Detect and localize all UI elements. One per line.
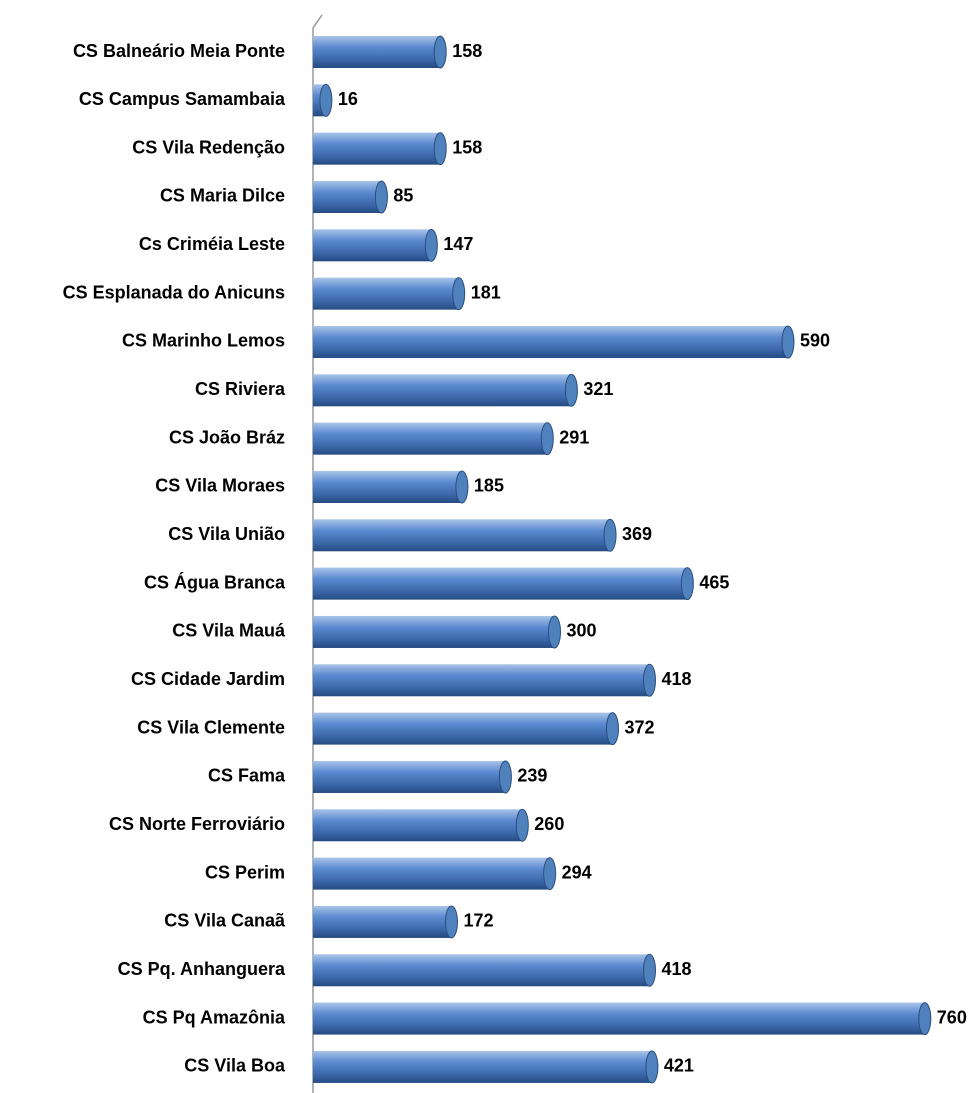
bar — [313, 760, 506, 793]
value-label: 418 — [661, 959, 691, 979]
bar — [313, 664, 650, 697]
value-label: 321 — [583, 379, 613, 399]
y-tick-label: CS Vila Moraes — [155, 476, 285, 496]
y-tick-label: CS Pq Amazônia — [143, 1007, 286, 1027]
bar-cap — [605, 712, 619, 746]
value-label: 239 — [517, 766, 547, 786]
value-label: 158 — [452, 137, 482, 157]
bar — [313, 615, 555, 648]
bar — [313, 1002, 925, 1035]
bar-cap — [642, 953, 656, 987]
y-tick-label: CS Água Branca — [144, 571, 286, 592]
bar-cap — [455, 470, 469, 504]
bar — [313, 132, 441, 165]
bar — [313, 180, 382, 213]
y-tick-label: CS Vila Mauá — [172, 621, 286, 641]
value-label: 369 — [622, 524, 652, 544]
value-label: 421 — [664, 1056, 694, 1076]
bar-cap — [564, 373, 578, 407]
y-tick-label: CS João Bráz — [169, 427, 285, 447]
y-tick-label: CS Vila Clemente — [137, 717, 285, 737]
y-tick-label: CS Maria Dilce — [160, 186, 285, 206]
bar — [313, 277, 459, 310]
value-label: 294 — [562, 862, 592, 882]
bar — [313, 905, 452, 938]
value-label: 85 — [393, 186, 413, 206]
bar — [313, 325, 788, 358]
bar — [313, 1050, 652, 1083]
y-tick-label: CS Vila Boa — [184, 1056, 286, 1076]
bar — [313, 954, 650, 987]
bar-cap — [680, 567, 694, 601]
value-label: 147 — [443, 234, 473, 254]
bar — [313, 36, 441, 68]
bar — [313, 857, 550, 890]
value-label: 465 — [699, 572, 729, 592]
y-tick-label: Cs Criméia Leste — [139, 234, 285, 254]
bar-cap — [444, 905, 458, 939]
bar-cap — [498, 760, 512, 794]
value-label: 372 — [624, 717, 654, 737]
value-label: 181 — [471, 282, 501, 302]
bar-cap — [515, 808, 529, 842]
bar-cap — [918, 1002, 932, 1036]
y-tick-label: CS Norte Ferroviário — [109, 814, 285, 834]
bar-cap — [603, 518, 617, 552]
value-label: 300 — [567, 621, 597, 641]
y-tick-label: CS Balneário Meia Ponte — [73, 41, 285, 61]
value-label: 291 — [559, 427, 589, 447]
bar — [313, 470, 462, 503]
y-tick-label: CS Riviera — [195, 379, 286, 399]
bar-cap — [433, 35, 447, 69]
value-label: 760 — [937, 1007, 967, 1027]
value-label: 158 — [452, 41, 482, 61]
bar-cap — [433, 132, 447, 166]
bar — [313, 712, 613, 745]
bar-cap — [374, 180, 388, 214]
bar-cap — [642, 663, 656, 697]
value-label: 16 — [338, 89, 358, 109]
y-tick-label: CS Campus Samambaia — [79, 89, 286, 109]
bar-cap — [548, 615, 561, 649]
y-tick-label: CS Vila Redenção — [132, 137, 285, 157]
bar-cap — [781, 325, 795, 359]
value-label: 260 — [534, 814, 564, 834]
bar-cap — [424, 228, 438, 262]
y-tick-label: CS Cidade Jardim — [131, 669, 285, 689]
y-tick-label: CS Perim — [205, 862, 285, 882]
bar-cap — [452, 277, 466, 311]
bar — [313, 567, 688, 600]
value-label: 418 — [661, 669, 691, 689]
y-tick-label: CS Vila União — [168, 524, 285, 544]
bar — [313, 422, 548, 455]
bar-cap — [319, 83, 333, 117]
bar — [313, 519, 611, 552]
y-tick-label: CS Vila Canaã — [164, 911, 286, 931]
bar — [313, 374, 572, 407]
bar-cap — [540, 422, 554, 456]
y-tick-label: CS Pq. Anhanguera — [118, 959, 286, 979]
bar-cap — [543, 857, 557, 891]
value-label: 590 — [800, 331, 830, 351]
bar — [313, 229, 432, 262]
value-label: 185 — [474, 476, 504, 496]
bar-cap — [645, 1050, 659, 1084]
y-tick-label: CS Esplanada do Anicuns — [63, 282, 285, 302]
y-tick-label: CS Fama — [208, 766, 286, 786]
value-label: 172 — [463, 911, 493, 931]
y-tick-label: CS Marinho Lemos — [122, 331, 285, 351]
bar — [313, 809, 523, 842]
